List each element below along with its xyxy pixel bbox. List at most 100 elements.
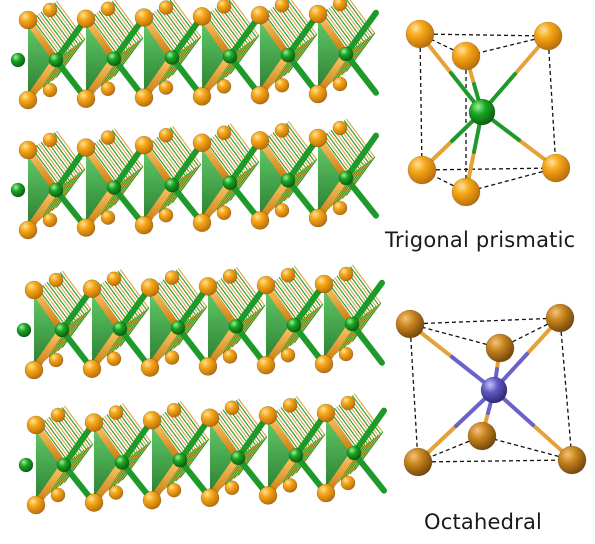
depth-rod — [289, 438, 319, 478]
depth-rod — [89, 17, 119, 57]
dashed-edge — [419, 33, 423, 171]
chalcogen-atom — [82, 279, 102, 299]
depth-rod — [42, 178, 72, 218]
depth-rod — [40, 49, 70, 89]
chalcogen-atom — [100, 210, 116, 225]
chalcogen-atom — [258, 406, 278, 425]
metal-atom — [338, 170, 354, 186]
chalcogen-atom — [403, 447, 433, 477]
chalcogen-atom — [24, 360, 44, 380]
depth-rod — [272, 45, 302, 85]
depth-rod — [34, 16, 64, 56]
chalcogen-atom — [100, 1, 116, 17]
depth-rod — [212, 9, 242, 49]
depth-rod — [339, 161, 369, 201]
depth-rod — [98, 285, 128, 325]
slab-face — [152, 420, 180, 501]
depth-rod — [46, 418, 76, 458]
depth-rod — [210, 11, 240, 51]
depth-rod — [94, 142, 124, 182]
chalcogen-atom — [198, 277, 218, 296]
slab-face — [208, 286, 236, 367]
depth-rod — [173, 443, 203, 483]
depth-rod — [218, 412, 248, 452]
depth-rod — [230, 123, 260, 163]
depth-rod — [108, 450, 138, 490]
depth-rod — [236, 267, 266, 307]
depth-rod — [117, 444, 147, 484]
depth-rod — [330, 167, 360, 207]
chalcogen-atom — [280, 267, 296, 283]
depth-rod — [224, 446, 254, 486]
chalcogen-atom — [200, 408, 220, 428]
chalcogen-atom — [192, 87, 212, 106]
depth-rod — [100, 175, 130, 215]
depth-rod — [42, 285, 72, 325]
depth-rod — [48, 454, 78, 494]
slab-face — [36, 425, 64, 505]
depth-rod — [233, 439, 263, 479]
depth-rod — [158, 45, 188, 85]
depth-rod — [53, 40, 83, 80]
chalcogen-atom — [76, 138, 96, 157]
depth-rod — [97, 420, 127, 460]
chalcogen-atom — [166, 402, 182, 418]
depth-rod — [326, 9, 356, 49]
slab-face — [92, 288, 120, 369]
chalcogen-atom — [200, 488, 220, 508]
depth-rod — [94, 13, 124, 53]
depth-rod — [56, 130, 86, 170]
trigonal-prismatic-unit — [405, 19, 571, 207]
metal-atom — [56, 457, 72, 473]
chalcogen-atom — [224, 400, 240, 416]
layered-structures — [10, 0, 387, 515]
metal-atom — [114, 455, 130, 470]
depth-rod — [180, 400, 210, 440]
slab-face — [28, 20, 56, 100]
chalcogen-atom — [338, 346, 354, 362]
depth-rod — [214, 283, 244, 323]
chalcogen-atom — [42, 2, 58, 18]
depth-rod — [328, 7, 358, 47]
depth-rod — [274, 280, 304, 320]
chalcogen-atom — [108, 405, 124, 420]
depth-rod — [330, 280, 360, 320]
chalcogen-atom — [222, 349, 238, 364]
depth-rod — [278, 315, 308, 355]
depth-rod — [152, 140, 182, 180]
chalcogen-atom — [308, 84, 328, 104]
depth-rod — [154, 138, 184, 178]
chalcogen-atom — [158, 80, 174, 95]
depth-rod — [165, 41, 195, 81]
chalcogen-atom — [216, 0, 232, 14]
depth-rod — [158, 416, 188, 456]
dashed-edge — [419, 33, 549, 37]
depth-rod — [57, 311, 87, 351]
chalcogen-atom — [332, 0, 348, 12]
chalcogen-atom — [76, 89, 96, 109]
depth-rod — [281, 38, 311, 78]
depth-rod — [282, 443, 312, 483]
depth-rod — [173, 309, 203, 349]
depth-rod — [340, 441, 370, 481]
chalcogen-atom — [166, 482, 182, 498]
chalcogen-atom — [405, 19, 435, 49]
depth-rod — [98, 48, 128, 88]
depth-rod — [156, 47, 186, 87]
slab-bond — [351, 407, 387, 456]
metal-atom — [222, 49, 238, 64]
depth-rod — [100, 47, 130, 87]
depth-rod — [39, 423, 69, 463]
depth-rod — [285, 160, 315, 200]
chalcogen-atom — [158, 0, 174, 15]
chalcogen-atom — [198, 357, 218, 376]
depth-rod — [351, 433, 381, 473]
depth-rod — [346, 118, 376, 158]
depth-rod — [352, 264, 382, 304]
depth-rod — [175, 307, 205, 347]
chalcogen-atom — [407, 155, 437, 185]
slab-face — [318, 138, 346, 218]
slab-bond — [343, 132, 379, 181]
chalcogen-atom — [332, 120, 348, 136]
depth-rod — [42, 48, 72, 88]
